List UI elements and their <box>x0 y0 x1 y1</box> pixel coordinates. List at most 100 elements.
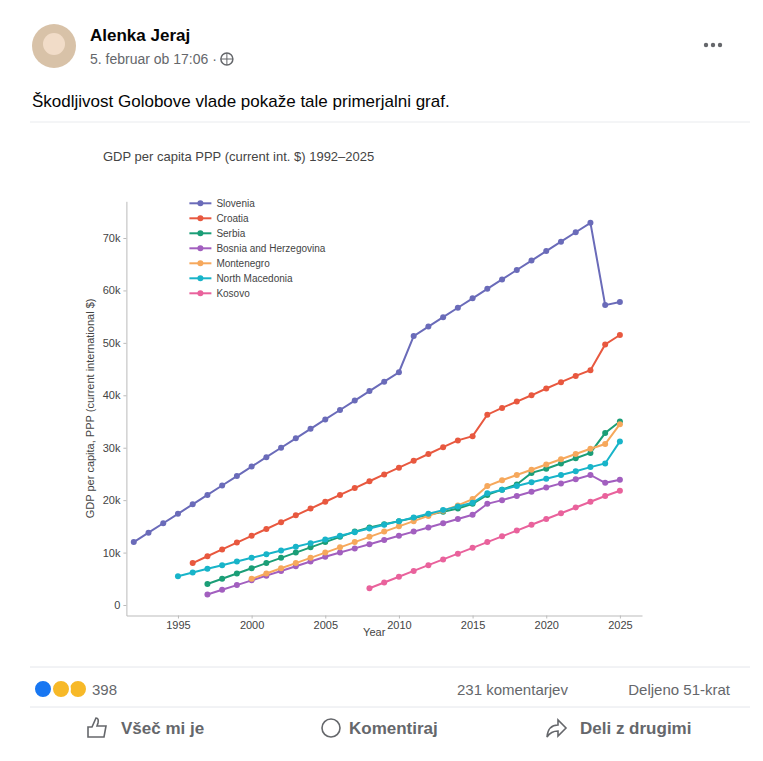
reaction-icon <box>69 680 87 698</box>
y-tick: 60k <box>103 284 127 296</box>
reaction-icon <box>52 680 70 698</box>
menu-dot[interactable] <box>718 43 722 47</box>
series-point <box>587 472 593 478</box>
series-point <box>484 539 490 545</box>
reaction-icon <box>34 680 52 698</box>
avatar-face <box>43 33 65 55</box>
series-point <box>514 493 520 499</box>
series-point <box>587 464 593 470</box>
series-point <box>366 388 372 394</box>
series-point <box>617 421 623 427</box>
series-point <box>543 485 549 491</box>
series-point <box>381 537 387 543</box>
legend-label: Croatia <box>216 213 249 224</box>
series-point <box>396 518 402 524</box>
series-point <box>219 546 225 552</box>
series-point <box>293 560 299 566</box>
share-icon <box>547 720 566 737</box>
series-point <box>558 510 564 516</box>
menu-dot[interactable] <box>711 43 715 47</box>
series-point <box>234 582 240 588</box>
series-point <box>573 468 579 474</box>
series-point <box>366 478 372 484</box>
legend-label: Bosnia and Herzegovina <box>216 243 325 254</box>
y-tick-label: 50k <box>103 337 121 349</box>
series-point <box>337 533 343 539</box>
action-button[interactable]: Komentiraj <box>349 719 438 738</box>
series-point <box>366 541 372 547</box>
series-point <box>381 579 387 585</box>
y-tick-mark <box>123 343 126 344</box>
series-point <box>308 426 314 432</box>
series-point <box>558 239 564 245</box>
series-point <box>425 451 431 457</box>
series-point <box>263 526 269 532</box>
author-name: Alenka Jeraj <box>90 26 190 45</box>
x-tick-mark <box>473 616 474 619</box>
y-tick-mark <box>123 448 126 449</box>
series-line <box>207 475 619 595</box>
series-point <box>145 530 151 536</box>
plot-area <box>131 220 623 598</box>
x-tick: 2010 <box>387 616 411 632</box>
series-point <box>175 573 181 579</box>
reaction-count[interactable]: 398 <box>92 681 117 698</box>
x-tick-label: 2005 <box>314 619 338 631</box>
series-point <box>587 499 593 505</box>
post-date: 5. februar ob 17:06 · <box>90 51 217 67</box>
series-point <box>484 501 490 507</box>
series-point <box>263 454 269 460</box>
series-point <box>617 438 623 444</box>
y-tick: 30k <box>103 442 127 454</box>
series-point <box>308 555 314 561</box>
y-tick-label: 0 <box>114 599 120 611</box>
y-tick-label: 40k <box>103 389 121 401</box>
series-point <box>602 460 608 466</box>
legend: SloveniaCroatiaSerbiaBosnia and Herzegov… <box>189 198 325 299</box>
series-point <box>514 472 520 478</box>
comment-count[interactable]: 231 komentarjev <box>457 681 568 698</box>
series-point <box>234 558 240 564</box>
menu-dot[interactable] <box>704 43 708 47</box>
avatar <box>32 24 76 68</box>
series-point <box>602 341 608 347</box>
series-point <box>278 445 284 451</box>
series-point <box>499 276 505 282</box>
action-button[interactable]: Deli z drugimi <box>580 719 691 738</box>
series-point <box>249 555 255 561</box>
legend-label: Kosovo <box>216 288 250 299</box>
action-button[interactable]: Všeč mi je <box>121 719 204 738</box>
series-point <box>337 550 343 556</box>
series-point <box>602 441 608 447</box>
y-tick-mark <box>123 290 126 291</box>
series-point <box>587 367 593 373</box>
x-tick-label: 2020 <box>535 619 559 631</box>
series-line <box>207 422 619 585</box>
x-tick: 2025 <box>608 616 632 632</box>
y-axis-title: GDP per capita, PPP (current internation… <box>84 299 96 519</box>
series-point <box>219 562 225 568</box>
chart-title: GDP per capita PPP (current int. $) 1992… <box>103 149 374 164</box>
series-point <box>190 570 196 576</box>
series-point <box>278 519 284 525</box>
series-point <box>322 536 328 542</box>
share-count[interactable]: Deljeno 51-krat <box>628 681 731 698</box>
legend-swatch-marker <box>197 245 203 251</box>
x-tick: 2000 <box>240 616 264 632</box>
series-point <box>352 398 358 404</box>
series-point <box>602 493 608 499</box>
series-point <box>543 462 549 468</box>
series-point <box>249 533 255 539</box>
x-tick-mark <box>178 616 179 619</box>
series-point <box>529 489 535 495</box>
series-point <box>529 258 535 264</box>
y-tick-label: 70k <box>103 232 121 244</box>
comment-icon <box>322 719 340 737</box>
y-tick-label: 10k <box>103 547 121 559</box>
series-point <box>543 476 549 482</box>
series-point <box>396 465 402 471</box>
series-point <box>190 560 196 566</box>
like-icon <box>88 718 106 737</box>
series-point <box>396 533 402 539</box>
x-axis-line <box>127 616 643 617</box>
